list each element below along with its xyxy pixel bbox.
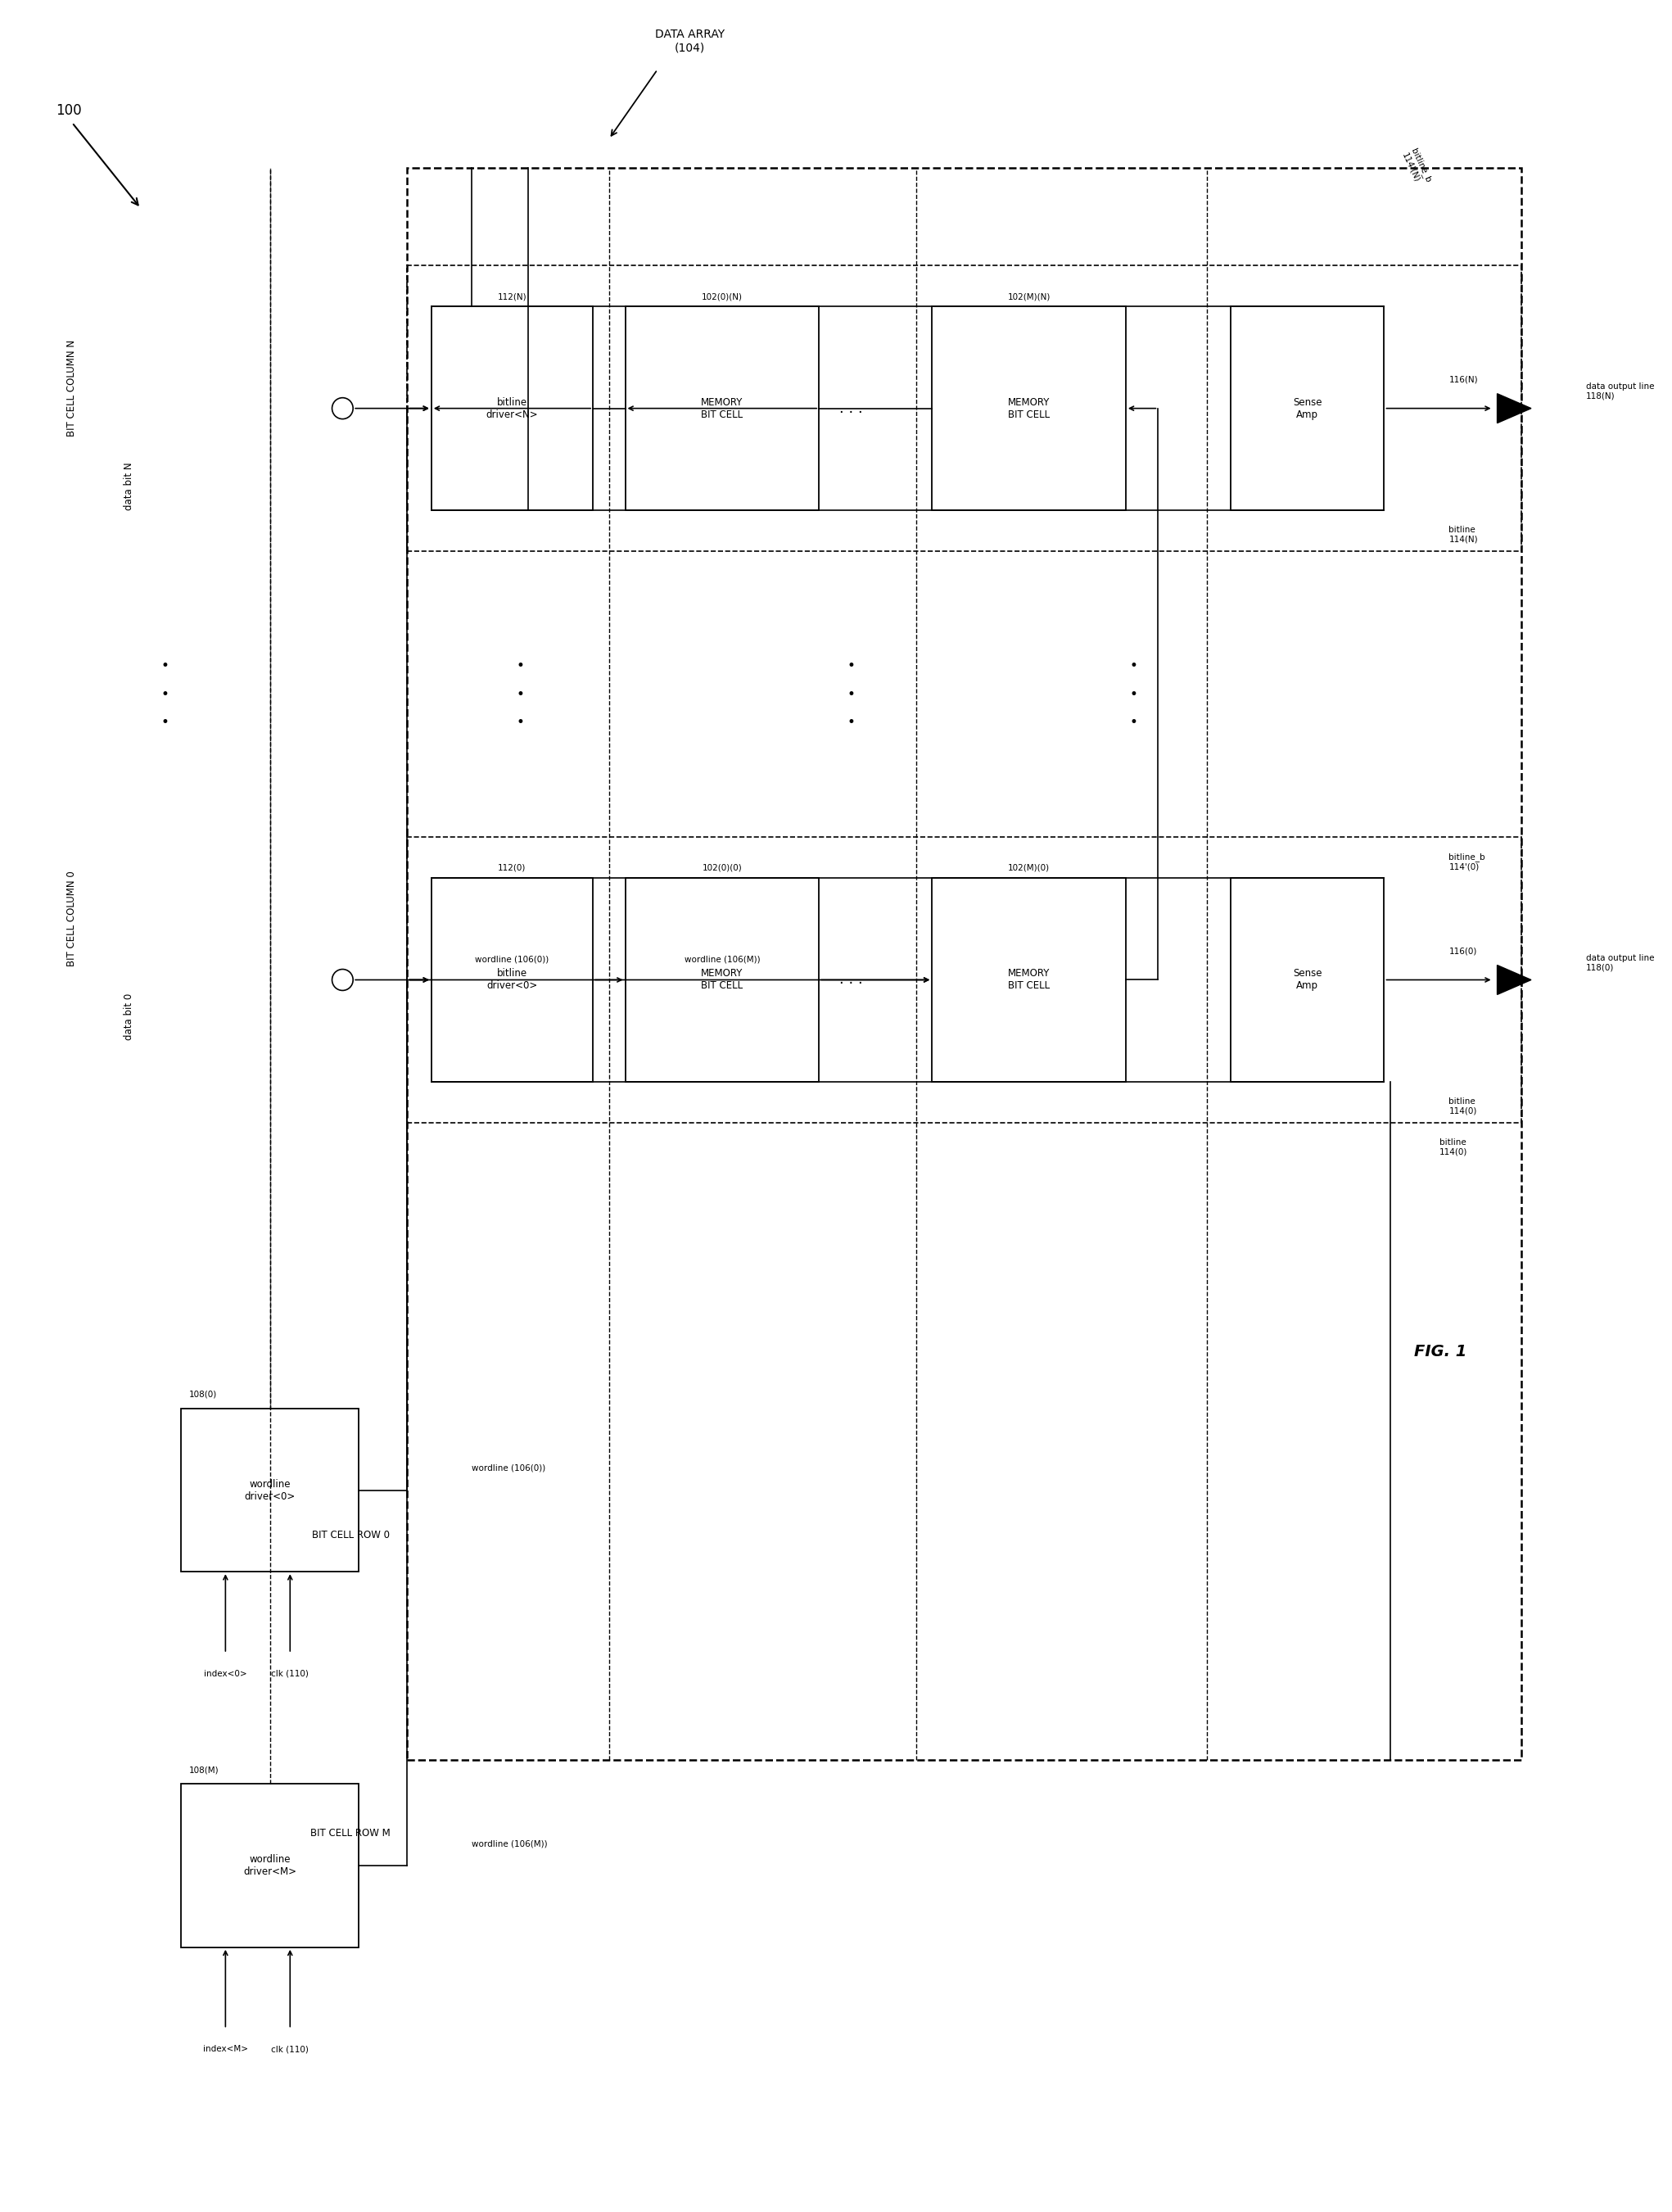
Text: 108(M): 108(M)	[189, 1765, 219, 1774]
Text: index<0>: index<0>	[204, 1670, 247, 1679]
Text: 112(0): 112(0)	[498, 865, 527, 872]
Circle shape	[333, 398, 353, 418]
Text: bitline
driver<0>: bitline driver<0>	[487, 969, 538, 991]
Text: wordline
driver<0>: wordline driver<0>	[244, 1478, 296, 1502]
Text: bitline_b
114'(N): bitline_b 114'(N)	[1401, 146, 1433, 188]
Text: 116(0): 116(0)	[1448, 947, 1476, 956]
Text: MEMORY
BIT CELL: MEMORY BIT CELL	[701, 396, 742, 420]
Text: bitline
driver<N>: bitline driver<N>	[487, 396, 538, 420]
Text: 108(0): 108(0)	[189, 1391, 217, 1398]
Bar	[431, 305, 594, 511]
Text: MEMORY
BIT CELL: MEMORY BIT CELL	[1008, 396, 1050, 420]
Bar	[408, 265, 1522, 551]
Text: •: •	[517, 659, 525, 672]
Text: wordline
driver<M>: wordline driver<M>	[242, 1854, 296, 1878]
Bar	[1231, 305, 1384, 511]
Text: DATA ARRAY
(104): DATA ARRAY (104)	[655, 29, 724, 53]
Text: wordline (106(0)): wordline (106(0))	[475, 956, 548, 964]
Text: data output line
118(N): data output line 118(N)	[1587, 383, 1654, 400]
Bar	[181, 1785, 359, 1947]
Bar	[181, 1409, 359, 1573]
Text: bitline
114(0): bitline 114(0)	[1448, 1097, 1476, 1115]
Text: bitline
114(N): bitline 114(N)	[1448, 526, 1478, 544]
Text: •: •	[161, 714, 169, 730]
Bar	[931, 305, 1125, 511]
Bar	[408, 836, 1522, 1124]
Text: •: •	[517, 686, 525, 701]
Text: Sense
Amp: Sense Amp	[1292, 396, 1323, 420]
Bar	[931, 878, 1125, 1082]
Text: data output line
118(0): data output line 118(0)	[1587, 953, 1654, 971]
Text: BIT CELL COLUMN N: BIT CELL COLUMN N	[67, 341, 77, 436]
Bar	[431, 878, 594, 1082]
Text: MEMORY
BIT CELL: MEMORY BIT CELL	[1008, 969, 1050, 991]
Polygon shape	[1496, 394, 1532, 422]
Bar	[1231, 878, 1384, 1082]
Text: index<M>: index<M>	[202, 2046, 247, 2053]
Text: bitline_b
114'(0): bitline_b 114'(0)	[1448, 852, 1485, 872]
Text: •: •	[848, 714, 856, 730]
Text: 100: 100	[55, 104, 82, 117]
Text: •: •	[848, 659, 856, 672]
Text: BIT CELL ROW 0: BIT CELL ROW 0	[311, 1531, 390, 1540]
Text: bitline
114(0): bitline 114(0)	[1440, 1139, 1468, 1157]
Text: . . .: . . .	[839, 973, 863, 987]
Bar	[625, 878, 819, 1082]
Text: •: •	[1130, 714, 1139, 730]
Text: 102(0)(0): 102(0)(0)	[702, 865, 742, 872]
Text: wordline (106(M)): wordline (106(M))	[472, 1840, 548, 1847]
Text: BIT CELL COLUMN 0: BIT CELL COLUMN 0	[67, 872, 77, 967]
Text: . . .: . . .	[839, 400, 863, 416]
Text: 102(0)(N): 102(0)(N)	[702, 292, 742, 301]
Text: •: •	[161, 659, 169, 672]
Text: clk (110): clk (110)	[271, 1670, 309, 1679]
Text: •: •	[848, 686, 856, 701]
Text: 112(N): 112(N)	[498, 292, 527, 301]
Text: •: •	[1130, 659, 1139, 672]
Text: 116(N): 116(N)	[1448, 376, 1478, 385]
Text: FIG. 1: FIG. 1	[1415, 1343, 1466, 1358]
Circle shape	[333, 969, 353, 991]
Text: data bit N: data bit N	[124, 462, 134, 511]
Text: wordline (106(0)): wordline (106(0))	[472, 1464, 545, 1473]
Text: •: •	[1130, 686, 1139, 701]
Text: data bit 0: data bit 0	[124, 993, 134, 1040]
Bar	[408, 168, 1522, 1759]
Bar	[625, 305, 819, 511]
Text: Sense
Amp: Sense Amp	[1292, 969, 1323, 991]
Text: 102(M)(N): 102(M)(N)	[1008, 292, 1050, 301]
Text: clk (110): clk (110)	[271, 2046, 309, 2053]
Text: MEMORY
BIT CELL: MEMORY BIT CELL	[701, 969, 742, 991]
Text: 102(M)(0): 102(M)(0)	[1008, 865, 1050, 872]
Polygon shape	[1496, 964, 1532, 995]
Text: wordline (106(M)): wordline (106(M))	[684, 956, 761, 964]
Text: BIT CELL ROW M: BIT CELL ROW M	[311, 1827, 391, 1838]
Text: •: •	[517, 714, 525, 730]
Text: •: •	[161, 686, 169, 701]
